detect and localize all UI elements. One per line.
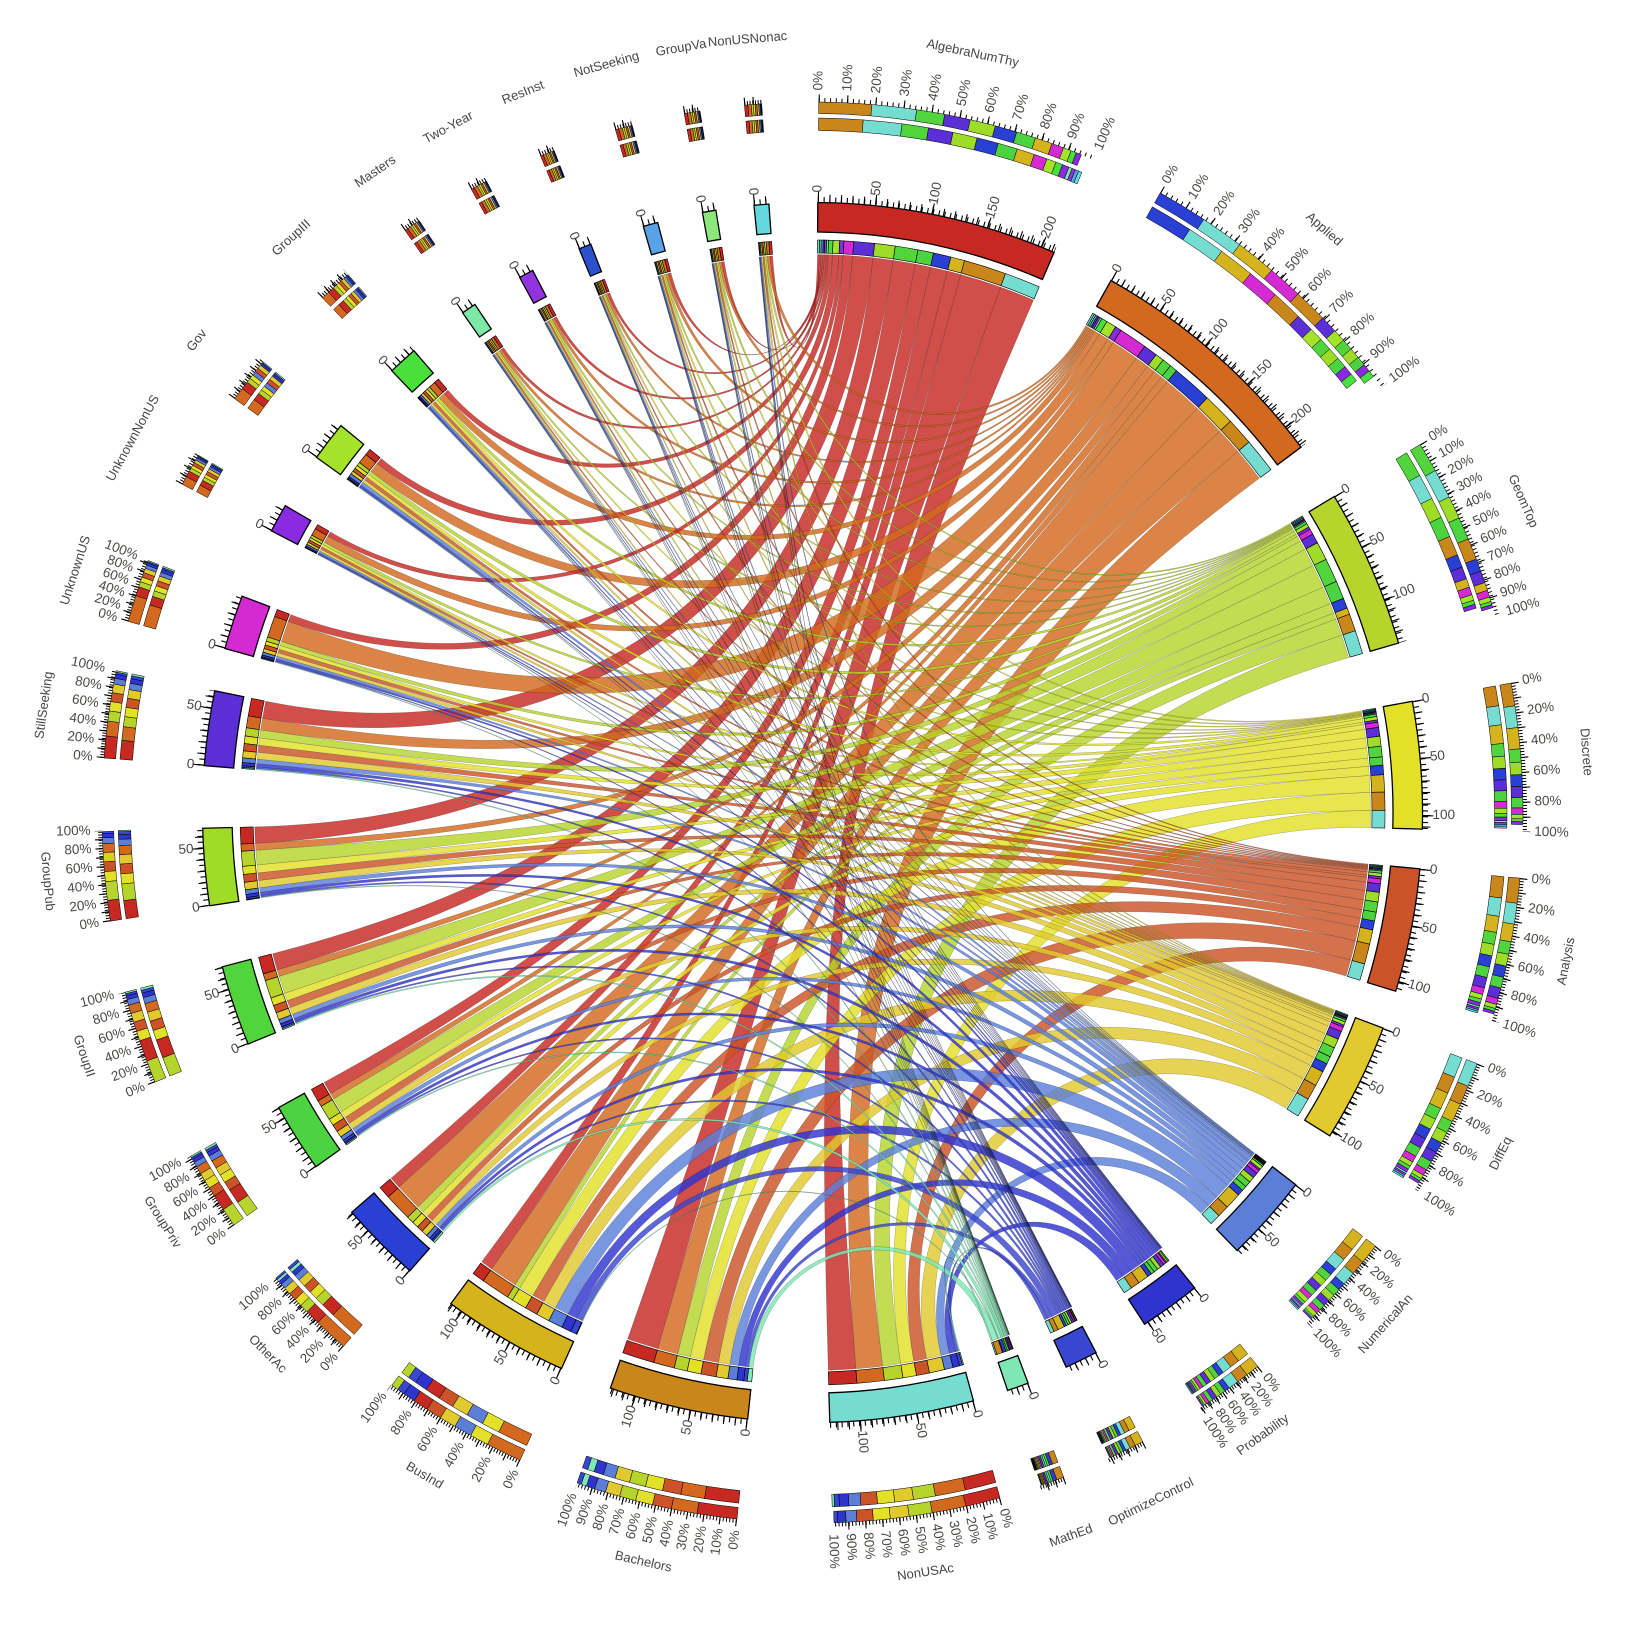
svg-text:60%: 60% [622,1511,643,1541]
svg-text:20%: 20% [1527,900,1556,918]
svg-text:50: 50 [1367,528,1387,548]
svg-text:50: 50 [202,985,221,1004]
svg-text:50: 50 [868,180,884,196]
svg-text:40%: 40% [67,878,95,896]
svg-text:0: 0 [1429,861,1438,877]
svg-text:10%: 10% [839,64,855,92]
svg-text:60%: 60% [71,691,100,710]
svg-text:90%: 90% [844,1533,860,1561]
svg-text:0%: 0% [123,1079,147,1100]
svg-text:30%: 30% [897,69,915,98]
svg-text:50: 50 [1421,919,1439,937]
svg-text:150: 150 [982,194,1003,220]
svg-text:40%: 40% [1522,929,1551,948]
svg-text:70%: 70% [878,1530,896,1558]
svg-text:100: 100 [925,181,944,206]
svg-text:50: 50 [678,1418,696,1436]
svg-text:60%: 60% [1516,959,1546,979]
svg-text:50: 50 [491,1347,511,1367]
svg-text:0: 0 [186,756,195,772]
svg-text:100%: 100% [56,823,91,839]
svg-text:80%: 80% [861,1532,878,1560]
svg-text:0%: 0% [997,1507,1017,1530]
svg-text:0%: 0% [97,605,120,625]
svg-text:100: 100 [618,1403,639,1429]
svg-text:0: 0 [693,194,709,204]
svg-text:0: 0 [970,1408,986,1419]
svg-text:50: 50 [1429,747,1445,763]
svg-text:0%: 0% [500,1467,522,1491]
svg-text:100%: 100% [70,653,107,675]
svg-text:30%: 30% [946,1519,966,1548]
svg-text:100: 100 [855,1430,872,1454]
svg-text:20%: 20% [868,66,885,94]
svg-text:40%: 40% [925,73,944,102]
svg-text:100: 100 [1391,580,1417,602]
svg-text:20%: 20% [69,896,98,914]
svg-text:30%: 30% [673,1522,693,1551]
svg-text:0: 0 [809,185,824,193]
svg-text:0%: 0% [1486,1060,1510,1081]
svg-text:10%: 10% [980,1511,1001,1541]
svg-text:50%: 50% [912,1525,931,1554]
svg-text:50: 50 [1158,286,1179,307]
svg-text:20%: 20% [963,1515,984,1545]
svg-text:20%: 20% [690,1525,709,1554]
svg-text:0%: 0% [78,915,100,933]
svg-text:70%: 70% [1009,92,1031,122]
svg-text:50: 50 [913,1422,930,1439]
svg-text:100: 100 [1406,976,1432,997]
svg-text:0%: 0% [73,747,94,763]
svg-text:100%: 100% [826,1534,842,1569]
svg-text:80%: 80% [74,673,103,693]
svg-text:0%: 0% [1521,669,1543,687]
svg-text:50: 50 [178,841,194,857]
svg-text:80%: 80% [589,1502,611,1532]
svg-text:40%: 40% [69,710,98,728]
svg-text:50: 50 [259,1116,280,1137]
svg-text:0: 0 [206,636,217,652]
svg-text:70%: 70% [606,1506,628,1536]
svg-text:10%: 10% [707,1527,725,1556]
svg-text:50%: 50% [953,78,973,108]
svg-text:80%: 80% [1509,987,1539,1008]
svg-text:0%: 0% [725,1530,742,1551]
svg-text:0: 0 [632,207,648,218]
svg-text:80%: 80% [91,1006,121,1028]
svg-text:20%: 20% [1526,699,1555,718]
svg-text:Discrete: Discrete [1577,728,1596,777]
svg-text:50: 50 [1262,1229,1283,1250]
svg-text:50: 50 [1366,1078,1386,1098]
svg-text:100: 100 [1432,807,1455,822]
svg-text:NonUSNonac: NonUSNonac [707,28,788,50]
svg-text:80%: 80% [1534,793,1561,808]
svg-text:0: 0 [1421,690,1431,706]
svg-text:20%: 20% [93,590,123,612]
svg-text:0: 0 [746,187,762,196]
svg-text:60%: 60% [65,860,93,877]
svg-text:50: 50 [1148,1325,1169,1346]
svg-text:40%: 40% [1530,730,1558,748]
svg-text:0%: 0% [1531,871,1552,888]
svg-text:50%: 50% [639,1515,660,1545]
svg-text:40%: 40% [929,1522,948,1551]
svg-text:60%: 60% [981,84,1002,114]
svg-text:0: 0 [191,899,201,915]
svg-text:60%: 60% [895,1528,913,1557]
svg-text:0: 0 [737,1428,753,1437]
svg-text:0%: 0% [810,71,825,91]
svg-text:40%: 40% [656,1519,676,1548]
svg-text:GroupPub: GroupPub [38,851,58,911]
svg-text:80%: 80% [64,841,92,857]
svg-text:60%: 60% [1533,761,1561,778]
svg-text:100%: 100% [1534,824,1569,840]
svg-text:20%: 20% [67,728,95,746]
svg-text:50: 50 [186,696,203,713]
